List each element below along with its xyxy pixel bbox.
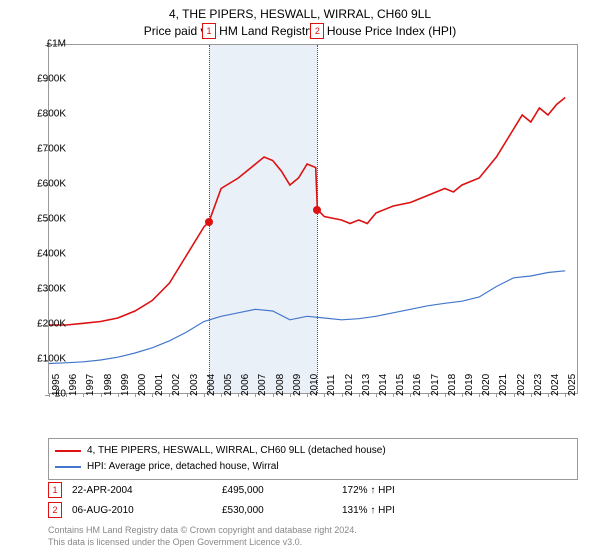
x-axis-label: 2020: [481, 374, 492, 396]
sale-marker: 2: [48, 502, 62, 518]
x-axis-label: 2004: [206, 374, 217, 396]
x-axis-label: 2014: [378, 374, 389, 396]
x-axis-label: 2003: [189, 374, 200, 396]
chart-container: 4, THE PIPERS, HESWALL, WIRRAL, CH60 9LL…: [0, 0, 600, 560]
x-axis-label: 2013: [361, 374, 372, 396]
sale-dot: [313, 206, 321, 214]
title-line1: 4, THE PIPERS, HESWALL, WIRRAL, CH60 9LL: [0, 6, 600, 23]
x-axis-label: 2011: [326, 374, 337, 396]
sale-date: 22-APR-2004: [72, 485, 212, 496]
x-axis-label: 2024: [550, 374, 561, 396]
sale-hpi: 131% ↑ HPI: [342, 505, 462, 516]
y-axis-label: £900K: [37, 74, 66, 85]
y-axis-label: £100K: [37, 354, 66, 365]
legend-box: 4, THE PIPERS, HESWALL, WIRRAL, CH60 9LL…: [48, 438, 578, 480]
line-canvas: [49, 45, 577, 393]
legend-item: HPI: Average price, detached house, Wirr…: [55, 459, 571, 475]
sale-price: £495,000: [222, 485, 332, 496]
x-axis-label: 2006: [240, 374, 251, 396]
sales-table: 1 22-APR-2004 £495,000 172% ↑ HPI 2 06-A…: [48, 480, 578, 520]
x-axis-label: 2000: [137, 374, 148, 396]
legend-label: 4, THE PIPERS, HESWALL, WIRRAL, CH60 9LL…: [87, 443, 386, 459]
x-axis-label: 2016: [412, 374, 423, 396]
footer-line1: Contains HM Land Registry data © Crown c…: [48, 524, 578, 536]
x-axis-label: 2009: [292, 374, 303, 396]
footer-line2: This data is licensed under the Open Gov…: [48, 536, 578, 548]
y-axis-label: £0: [55, 389, 66, 400]
y-axis-label: £400K: [37, 249, 66, 260]
x-axis-label: 1997: [85, 374, 96, 396]
x-axis-label: 2012: [344, 374, 355, 396]
x-axis-label: 2001: [154, 374, 165, 396]
x-axis-label: 2002: [171, 374, 182, 396]
y-axis-label: £800K: [37, 109, 66, 120]
x-axis-label: 2019: [464, 374, 475, 396]
x-axis-label: 2023: [533, 374, 544, 396]
y-axis-label: £500K: [37, 214, 66, 225]
y-axis-label: £1M: [47, 39, 66, 50]
sale-hpi: 172% ↑ HPI: [342, 485, 462, 496]
sale-date: 06-AUG-2010: [72, 505, 212, 516]
y-axis-label: £600K: [37, 179, 66, 190]
x-axis-label: 1998: [103, 374, 114, 396]
legend-label: HPI: Average price, detached house, Wirr…: [87, 459, 279, 475]
chart-title: 4, THE PIPERS, HESWALL, WIRRAL, CH60 9LL…: [0, 0, 600, 40]
event-marker: 1: [202, 23, 216, 39]
x-axis-label: 2022: [516, 374, 527, 396]
y-axis-label: £300K: [37, 284, 66, 295]
y-axis-label: £700K: [37, 144, 66, 155]
plot-region: 12: [48, 44, 578, 394]
x-axis-label: 2015: [395, 374, 406, 396]
x-axis-label: 2005: [223, 374, 234, 396]
event-marker: 2: [310, 23, 324, 39]
sale-marker: 1: [48, 482, 62, 498]
x-axis-label: 2010: [309, 374, 320, 396]
legend-item: 4, THE PIPERS, HESWALL, WIRRAL, CH60 9LL…: [55, 443, 571, 459]
x-axis-label: 1996: [68, 374, 79, 396]
sale-dot: [205, 218, 213, 226]
sale-row: 2 06-AUG-2010 £530,000 131% ↑ HPI: [48, 500, 578, 520]
legend-swatch: [55, 450, 81, 452]
x-axis-label: 2018: [447, 374, 458, 396]
sale-price: £530,000: [222, 505, 332, 516]
x-axis-label: 2025: [567, 374, 578, 396]
legend-swatch: [55, 466, 81, 468]
x-axis-label: 2007: [257, 374, 268, 396]
x-axis-label: 2021: [498, 374, 509, 396]
x-axis-label: 2008: [275, 374, 286, 396]
x-axis-label: 2017: [430, 374, 441, 396]
title-line2: Price paid vs. HM Land Registry's House …: [0, 23, 600, 40]
sale-row: 1 22-APR-2004 £495,000 172% ↑ HPI: [48, 480, 578, 500]
chart-area: 12 1995199619971998199920002001200220032…: [48, 44, 578, 394]
x-axis-label: 1999: [120, 374, 131, 396]
y-axis-label: £200K: [37, 319, 66, 330]
footer-attribution: Contains HM Land Registry data © Crown c…: [48, 524, 578, 548]
